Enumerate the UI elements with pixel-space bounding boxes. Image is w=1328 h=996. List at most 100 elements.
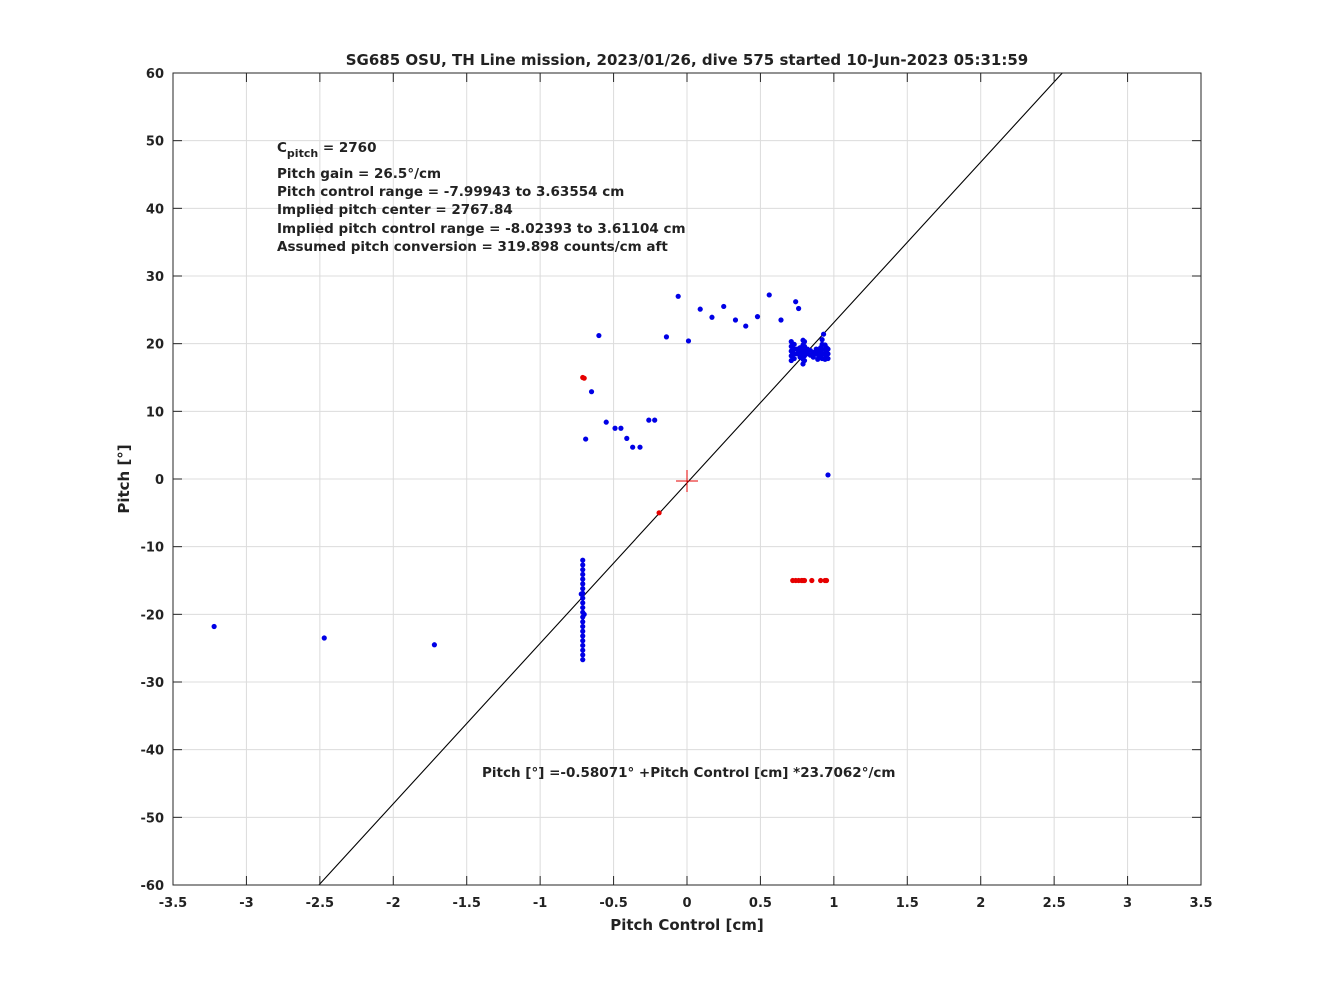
y-tick-label: -30 xyxy=(141,676,165,691)
data-points xyxy=(211,292,831,663)
blue-data-point xyxy=(825,355,831,362)
blue-data-point xyxy=(819,337,825,343)
c-pitch-subscript: pitch xyxy=(287,147,318,160)
x-tick-label: 1 xyxy=(829,896,838,911)
blue-data-point xyxy=(580,628,586,634)
blue-data-point xyxy=(580,567,586,573)
y-tick-label: 10 xyxy=(146,405,164,420)
blue-data-point xyxy=(612,425,618,431)
y-tick-label: -20 xyxy=(141,608,165,623)
blue-data-point xyxy=(578,591,584,597)
blue-data-point xyxy=(580,571,586,578)
blue-data-point xyxy=(580,557,586,563)
pitch-gain-annotation: Pitch gain = 26.5°/cm xyxy=(277,166,441,182)
y-tick-label: 60 xyxy=(146,67,164,82)
blue-data-point xyxy=(580,619,586,625)
blue-data-point xyxy=(778,317,784,323)
center-marker-group xyxy=(676,470,698,493)
blue-data-point xyxy=(796,305,802,312)
implied-pitch-control-range-annotation: Implied pitch control range = -8.02393 t… xyxy=(277,221,686,237)
blue-data-point xyxy=(580,604,586,611)
blue-data-point xyxy=(581,611,587,617)
red-data-point xyxy=(656,510,662,516)
blue-data-point xyxy=(721,303,727,310)
blue-data-point xyxy=(791,355,797,362)
blue-data-point xyxy=(630,444,636,450)
x-tick-label: -1 xyxy=(533,896,547,911)
blue-data-point xyxy=(583,436,589,442)
implied-pitch-center-annotation: Implied pitch center = 2767.84 xyxy=(277,202,513,218)
blue-data-point xyxy=(652,417,658,423)
x-tick-label: -1.5 xyxy=(452,896,480,911)
blue-data-point xyxy=(732,317,739,323)
blue-data-point xyxy=(580,581,586,587)
blue-data-point xyxy=(580,657,586,663)
blue-data-point xyxy=(646,417,652,423)
x-tick-label: -3.5 xyxy=(159,896,187,911)
chart-title: SG685 OSU, TH Line mission, 2023/01/26, … xyxy=(346,51,1029,69)
blue-data-point xyxy=(791,341,797,347)
blue-data-point xyxy=(793,299,799,305)
red-data-point xyxy=(809,577,815,584)
pitch-control-range-annotation: Pitch control range = -7.99943 to 3.6355… xyxy=(277,184,624,200)
annotation-block: Cpitch = 2760 Pitch gain = 26.5°/cm Pitc… xyxy=(277,140,686,255)
red-data-point xyxy=(581,375,587,381)
blue-data-point xyxy=(685,338,692,344)
blue-data-point xyxy=(580,595,586,601)
x-tick-label: -2.5 xyxy=(306,896,334,911)
c-pitch-prefix: C xyxy=(277,140,287,156)
blue-data-point xyxy=(580,623,586,630)
blue-data-point xyxy=(580,576,586,582)
x-tick-label: 0.5 xyxy=(749,896,772,911)
x-tick-label: -0.5 xyxy=(599,896,627,911)
x-tick-label: -2 xyxy=(386,896,400,911)
y-tick-label: 30 xyxy=(146,270,164,285)
y-tick-label: -50 xyxy=(141,811,165,826)
blue-data-point xyxy=(697,306,703,312)
blue-data-point xyxy=(603,419,609,425)
blue-data-point xyxy=(743,323,749,329)
blue-data-point xyxy=(624,435,630,441)
blue-data-point xyxy=(766,292,772,298)
fit-line xyxy=(318,72,1063,886)
y-tick-labels: -60 -50 -40 -30 -20 -10 0 10 20 30 40 50 60 xyxy=(141,67,165,894)
blue-data-point xyxy=(211,623,217,630)
axis-ticks xyxy=(172,72,1202,886)
c-pitch-value: = 2760 xyxy=(318,140,376,156)
blue-data-point xyxy=(675,293,681,299)
y-tick-label: 50 xyxy=(146,135,164,150)
x-tick-label: 2.5 xyxy=(1043,896,1066,911)
blue-data-point xyxy=(580,647,586,653)
blue-data-point xyxy=(801,357,808,364)
blue-data-point xyxy=(825,351,831,357)
x-tick-label: 3.5 xyxy=(1189,896,1212,911)
blue-data-point xyxy=(596,332,602,339)
y-tick-label: 40 xyxy=(146,202,164,217)
x-tick-labels: -3.5 -3 -2.5 -2 -1.5 -1 -0.5 0 0.5 1 1.5 2 2.5 3 3.5 xyxy=(159,896,1213,911)
pitch-conversion-annotation: Assumed pitch conversion = 319.898 count… xyxy=(277,239,668,255)
blue-data-point xyxy=(618,425,624,431)
y-tick-label: -10 xyxy=(141,541,165,556)
blue-data-point xyxy=(801,339,808,345)
blue-data-point xyxy=(637,444,643,450)
blue-data-point xyxy=(580,652,586,658)
blue-data-point xyxy=(580,638,586,644)
x-tick-label: 0 xyxy=(682,896,691,911)
y-axis-label: Pitch [°] xyxy=(115,444,133,513)
red-data-point xyxy=(823,577,830,584)
red-data-point xyxy=(818,577,824,584)
fit-equation-annotation: Pitch [°] =-0.58071° +Pitch Control [cm]… xyxy=(482,765,895,781)
x-tick-label: 2 xyxy=(976,896,985,911)
blue-data-point xyxy=(810,354,816,360)
x-tick-label: 3 xyxy=(1123,896,1132,911)
blue-data-point xyxy=(754,314,761,320)
blue-data-point xyxy=(580,642,586,649)
red-data-point xyxy=(801,577,808,584)
blue-data-point xyxy=(825,346,831,352)
fit-line-group xyxy=(318,72,1063,886)
blue-data-point xyxy=(580,600,586,606)
x-axis-label: Pitch Control [cm] xyxy=(610,916,764,934)
y-tick-label: 20 xyxy=(146,338,164,353)
y-tick-label: -40 xyxy=(141,744,165,759)
